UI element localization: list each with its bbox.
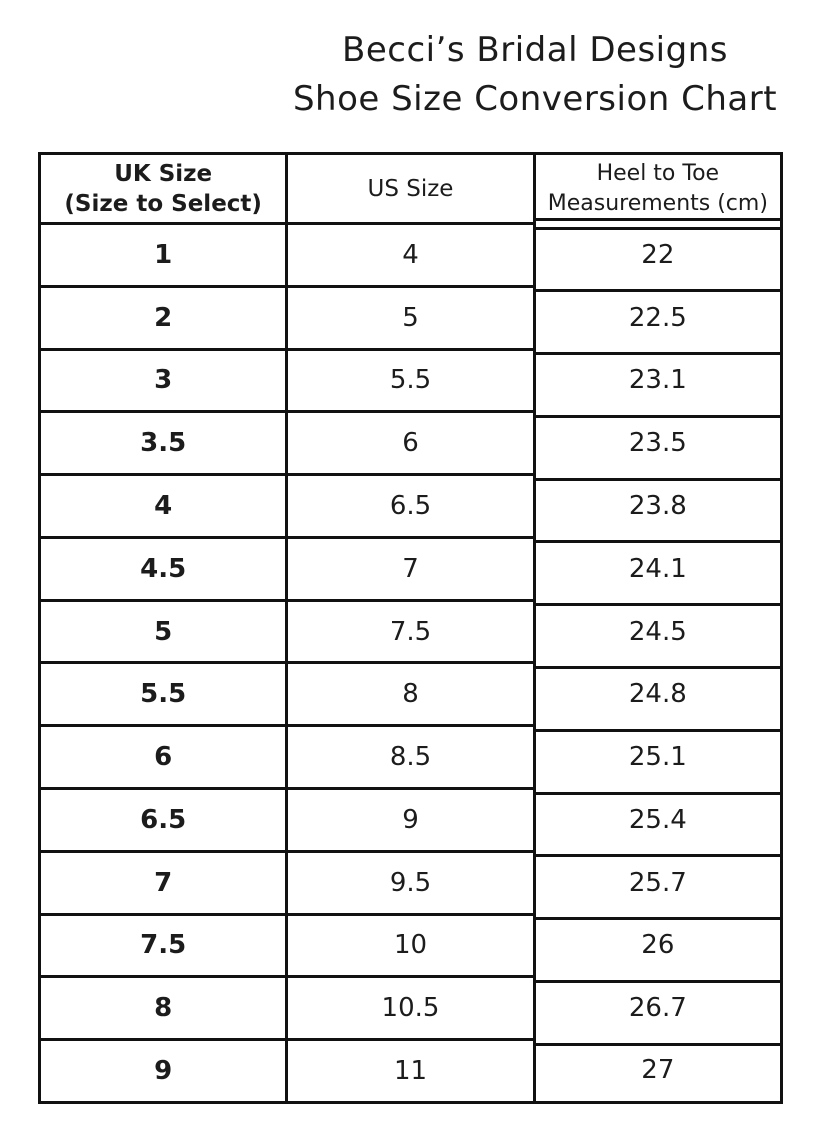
table-row: 1 4 22 (37, 222, 784, 288)
header-row: UK Size (Size to Select) US Size Heel to… (37, 152, 784, 225)
cell-uk-size: 2 (37, 284, 289, 351)
header-cell-heel-toe: Heel to Toe Measurements (cm) (532, 153, 784, 224)
cell-us-size: 5.5 (285, 347, 536, 414)
cell-uk-size: 9 (37, 1038, 289, 1104)
cell-us-size: 9 (285, 787, 536, 853)
header-cell-uk-size: UK Size (Size to Select) (37, 152, 289, 225)
cell-uk-size: 3 (37, 347, 289, 414)
header-uk-size-line-1: UK Size (114, 160, 213, 187)
cell-heel-toe: 24.5 (532, 600, 784, 663)
cell-heel-toe: 26 (532, 914, 784, 977)
cell-heel-toe: 23.8 (532, 474, 784, 538)
cell-uk-size: 4.5 (37, 535, 289, 602)
cell-uk-size: 6.5 (37, 787, 289, 853)
table-row: 7.5 10 26 (37, 912, 784, 979)
cell-heel-toe: 26.7 (532, 976, 784, 1040)
cell-heel-toe: 22.5 (532, 286, 784, 350)
cell-us-size: 10 (285, 912, 536, 979)
cell-uk-size: 4 (37, 473, 289, 539)
header-uk-size-line-2: (Size to Select) (64, 190, 262, 217)
cell-us-size: 4 (285, 222, 536, 288)
header-us-size-line-1: US Size (367, 175, 454, 202)
cell-us-size: 8 (285, 661, 536, 728)
cell-us-size: 7 (285, 535, 536, 602)
cell-uk-size: 3.5 (37, 410, 289, 477)
page-title: Becci’s Bridal Designs Shoe Size Convers… (252, 26, 818, 124)
cell-heel-toe: 25.7 (532, 851, 784, 915)
cell-us-size: 6.5 (285, 473, 536, 539)
cell-uk-size: 6 (37, 724, 289, 791)
cell-us-size: 9.5 (285, 849, 536, 916)
cell-heel-toe: 25.1 (532, 725, 784, 789)
cell-uk-size: 7.5 (37, 912, 289, 979)
cell-us-size: 11 (285, 1038, 536, 1104)
cell-heel-toe: 25.4 (532, 788, 784, 852)
header-heel-toe-line-1: Heel to Toe (596, 161, 720, 187)
cell-heel-toe: 22 (532, 223, 784, 287)
table-row: 5 7.5 24.5 (37, 598, 784, 665)
header-heel-toe-line-2: Measurements (cm) (547, 191, 768, 217)
table-row: 7 9.5 25.7 (37, 849, 784, 916)
table-row: 2 5 22.5 (37, 284, 784, 351)
cell-uk-size: 1 (37, 222, 289, 288)
table-body: 1 4 22 2 5 22.5 3 5.5 23.1 3.5 6 23.5 4 6.5 23.8 4.5 7 24… (37, 222, 784, 1104)
cell-heel-toe: 23.5 (532, 411, 784, 475)
cell-heel-toe: 27 (532, 1039, 784, 1103)
cell-uk-size: 8 (37, 975, 289, 1042)
cell-uk-size: 5.5 (37, 661, 289, 728)
table-row: 9 11 27 (37, 1038, 784, 1104)
cell-heel-toe: 24.1 (532, 537, 784, 601)
header-cell-us-size: US Size (285, 152, 536, 225)
title-line-1: Becci’s Bridal Designs (342, 30, 728, 70)
table-row: 6.5 9 25.4 (37, 787, 784, 853)
table-row: 4 6.5 23.8 (37, 473, 784, 539)
cell-us-size: 6 (285, 410, 536, 477)
title-line-2: Shoe Size Conversion Chart (292, 79, 778, 119)
cell-heel-toe: 23.1 (532, 349, 784, 412)
table-row: 3 5.5 23.1 (37, 347, 784, 414)
cell-heel-toe: 24.8 (532, 662, 784, 726)
cell-us-size: 10.5 (285, 975, 536, 1042)
table-row: 6 8.5 25.1 (37, 724, 784, 791)
cell-us-size: 5 (285, 284, 536, 351)
shoe-size-conversion-table: UK Size (Size to Select) US Size Heel to… (37, 152, 784, 1104)
cell-us-size: 7.5 (285, 598, 536, 665)
cell-uk-size: 7 (37, 849, 289, 916)
table-row: 5.5 8 24.8 (37, 661, 784, 728)
table-header: UK Size (Size to Select) US Size Heel to… (37, 152, 784, 225)
cell-us-size: 8.5 (285, 724, 536, 791)
table-row: 3.5 6 23.5 (37, 410, 784, 477)
cell-uk-size: 5 (37, 598, 289, 665)
table-row: 8 10.5 26.7 (37, 975, 784, 1042)
table-row: 4.5 7 24.1 (37, 535, 784, 602)
